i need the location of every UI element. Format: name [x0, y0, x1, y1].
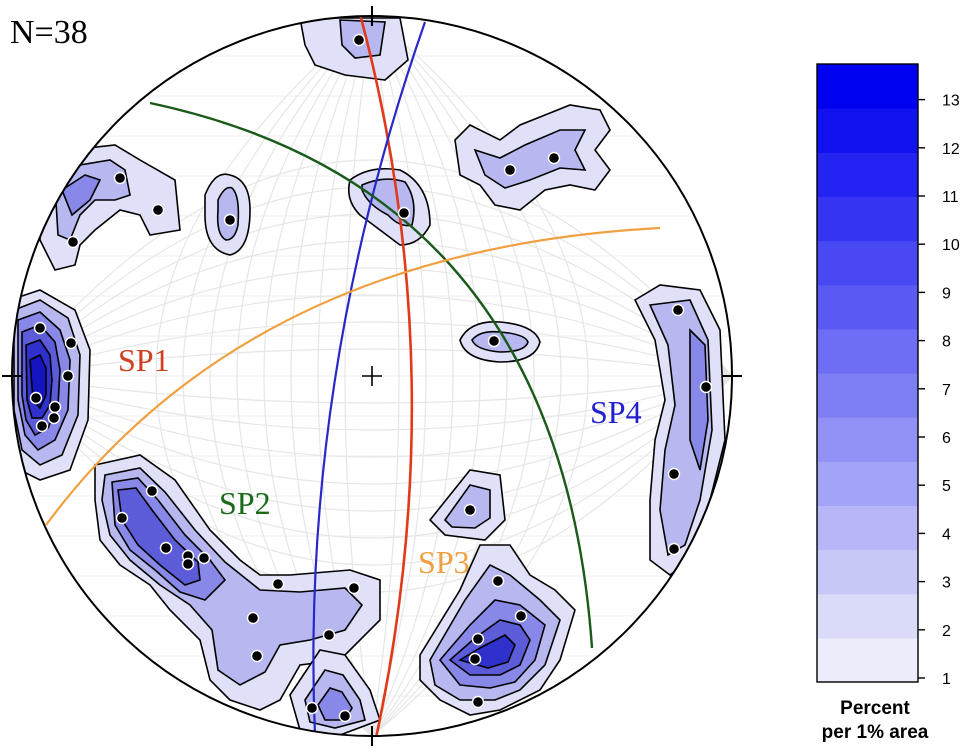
contour-region — [61, 174, 102, 217]
great-circle-sp3 — [45, 226, 661, 526]
pole-point — [671, 303, 685, 317]
pole-point — [115, 511, 129, 525]
pole-point — [61, 369, 75, 383]
pole-point — [66, 235, 80, 249]
colorbar-title: Percent per 1% area — [800, 697, 950, 745]
plane-label-sp3: SP3 — [418, 544, 470, 580]
colorbar-tick-label: 10 — [942, 237, 960, 254]
colorbar-band — [817, 593, 918, 639]
contour-region — [117, 487, 201, 586]
pole-point — [699, 380, 713, 394]
pole-point — [35, 419, 49, 433]
pole-point — [250, 649, 264, 663]
pole-point — [338, 709, 352, 723]
pole-point — [463, 503, 477, 517]
pole-point — [547, 151, 561, 165]
colorbar-tick-label: 1 — [942, 671, 951, 688]
colorbar-tick-label: 13 — [942, 93, 960, 110]
pole-point — [491, 574, 505, 588]
great-circle-sp1 — [358, 16, 414, 736]
pole-point — [667, 467, 681, 481]
pole-point — [29, 391, 43, 405]
colorbar-band — [817, 637, 918, 683]
plane-label-sp2: SP2 — [219, 485, 271, 521]
center-cross — [362, 366, 382, 386]
pole-point — [322, 628, 336, 642]
contour-region — [216, 186, 240, 241]
pole-point — [47, 411, 61, 425]
colorbar-band — [817, 373, 918, 418]
pole-point — [471, 632, 485, 646]
colorbar-tick-label: 6 — [942, 430, 951, 447]
pole-point — [271, 577, 285, 591]
pole-point — [246, 611, 260, 625]
colorbar-tick-label: 9 — [942, 285, 951, 302]
pole-point — [145, 484, 159, 498]
colorbar-tick-label: 12 — [942, 141, 960, 158]
colorbar-tick-label: 8 — [942, 334, 951, 351]
great-circle-sp2 — [149, 101, 594, 649]
colorbar-title-line1: Percent — [840, 698, 910, 719]
pole-point — [151, 203, 165, 217]
colorbar-tick-label: 5 — [942, 478, 951, 495]
colorbar-band — [817, 461, 918, 507]
colorbar-bands — [817, 64, 918, 683]
pole-point — [197, 551, 211, 565]
pole-point — [397, 206, 411, 220]
pole-point — [352, 33, 366, 47]
pole-point — [64, 336, 78, 350]
pole-point — [471, 695, 485, 709]
pole-point — [514, 609, 528, 623]
pole-point — [487, 334, 501, 348]
pole-point — [347, 581, 361, 595]
colorbar-band — [817, 152, 918, 198]
pole-point — [113, 171, 127, 185]
pole-point — [305, 701, 319, 715]
pole-point — [181, 557, 195, 571]
cardinal-ticks — [2, 6, 742, 746]
pole-point — [468, 652, 482, 666]
great-circles — [45, 16, 661, 736]
pole-point — [503, 163, 517, 177]
sample-count-label: N=38 — [10, 14, 88, 51]
pole-points — [29, 33, 713, 723]
colorbar-tick-label: 2 — [942, 623, 951, 640]
plane-label-sp1: SP1 — [118, 342, 170, 378]
pole-point — [159, 541, 173, 555]
colorbar-band — [817, 240, 918, 286]
colorbar-band — [817, 549, 918, 595]
contour-region — [473, 129, 587, 189]
pole-point — [667, 542, 681, 556]
colorbar-band — [817, 328, 918, 374]
colorbar-band — [817, 196, 918, 242]
contour-region — [689, 328, 709, 471]
colorbar-tick-label: 3 — [942, 575, 951, 592]
contour-region — [54, 159, 131, 242]
colorbar-band — [817, 108, 918, 153]
colorbar-band — [817, 64, 918, 109]
pole-point — [223, 213, 237, 227]
colorbar-band — [817, 417, 918, 462]
colorbar-band — [817, 505, 918, 551]
colorbar-band — [817, 284, 918, 330]
net-grid — [12, 16, 732, 736]
colorbar-tick-label: 11 — [942, 189, 959, 206]
colorbar-tick-label: 4 — [942, 526, 951, 543]
pole-point — [33, 321, 47, 335]
colorbar-tick-label: 7 — [942, 382, 951, 399]
great-circle-sp4 — [312, 21, 427, 736]
plane-label-sp4: SP4 — [590, 394, 642, 430]
colorbar-title-line2: per 1% area — [821, 722, 929, 743]
colorbar-frame — [816, 63, 919, 683]
